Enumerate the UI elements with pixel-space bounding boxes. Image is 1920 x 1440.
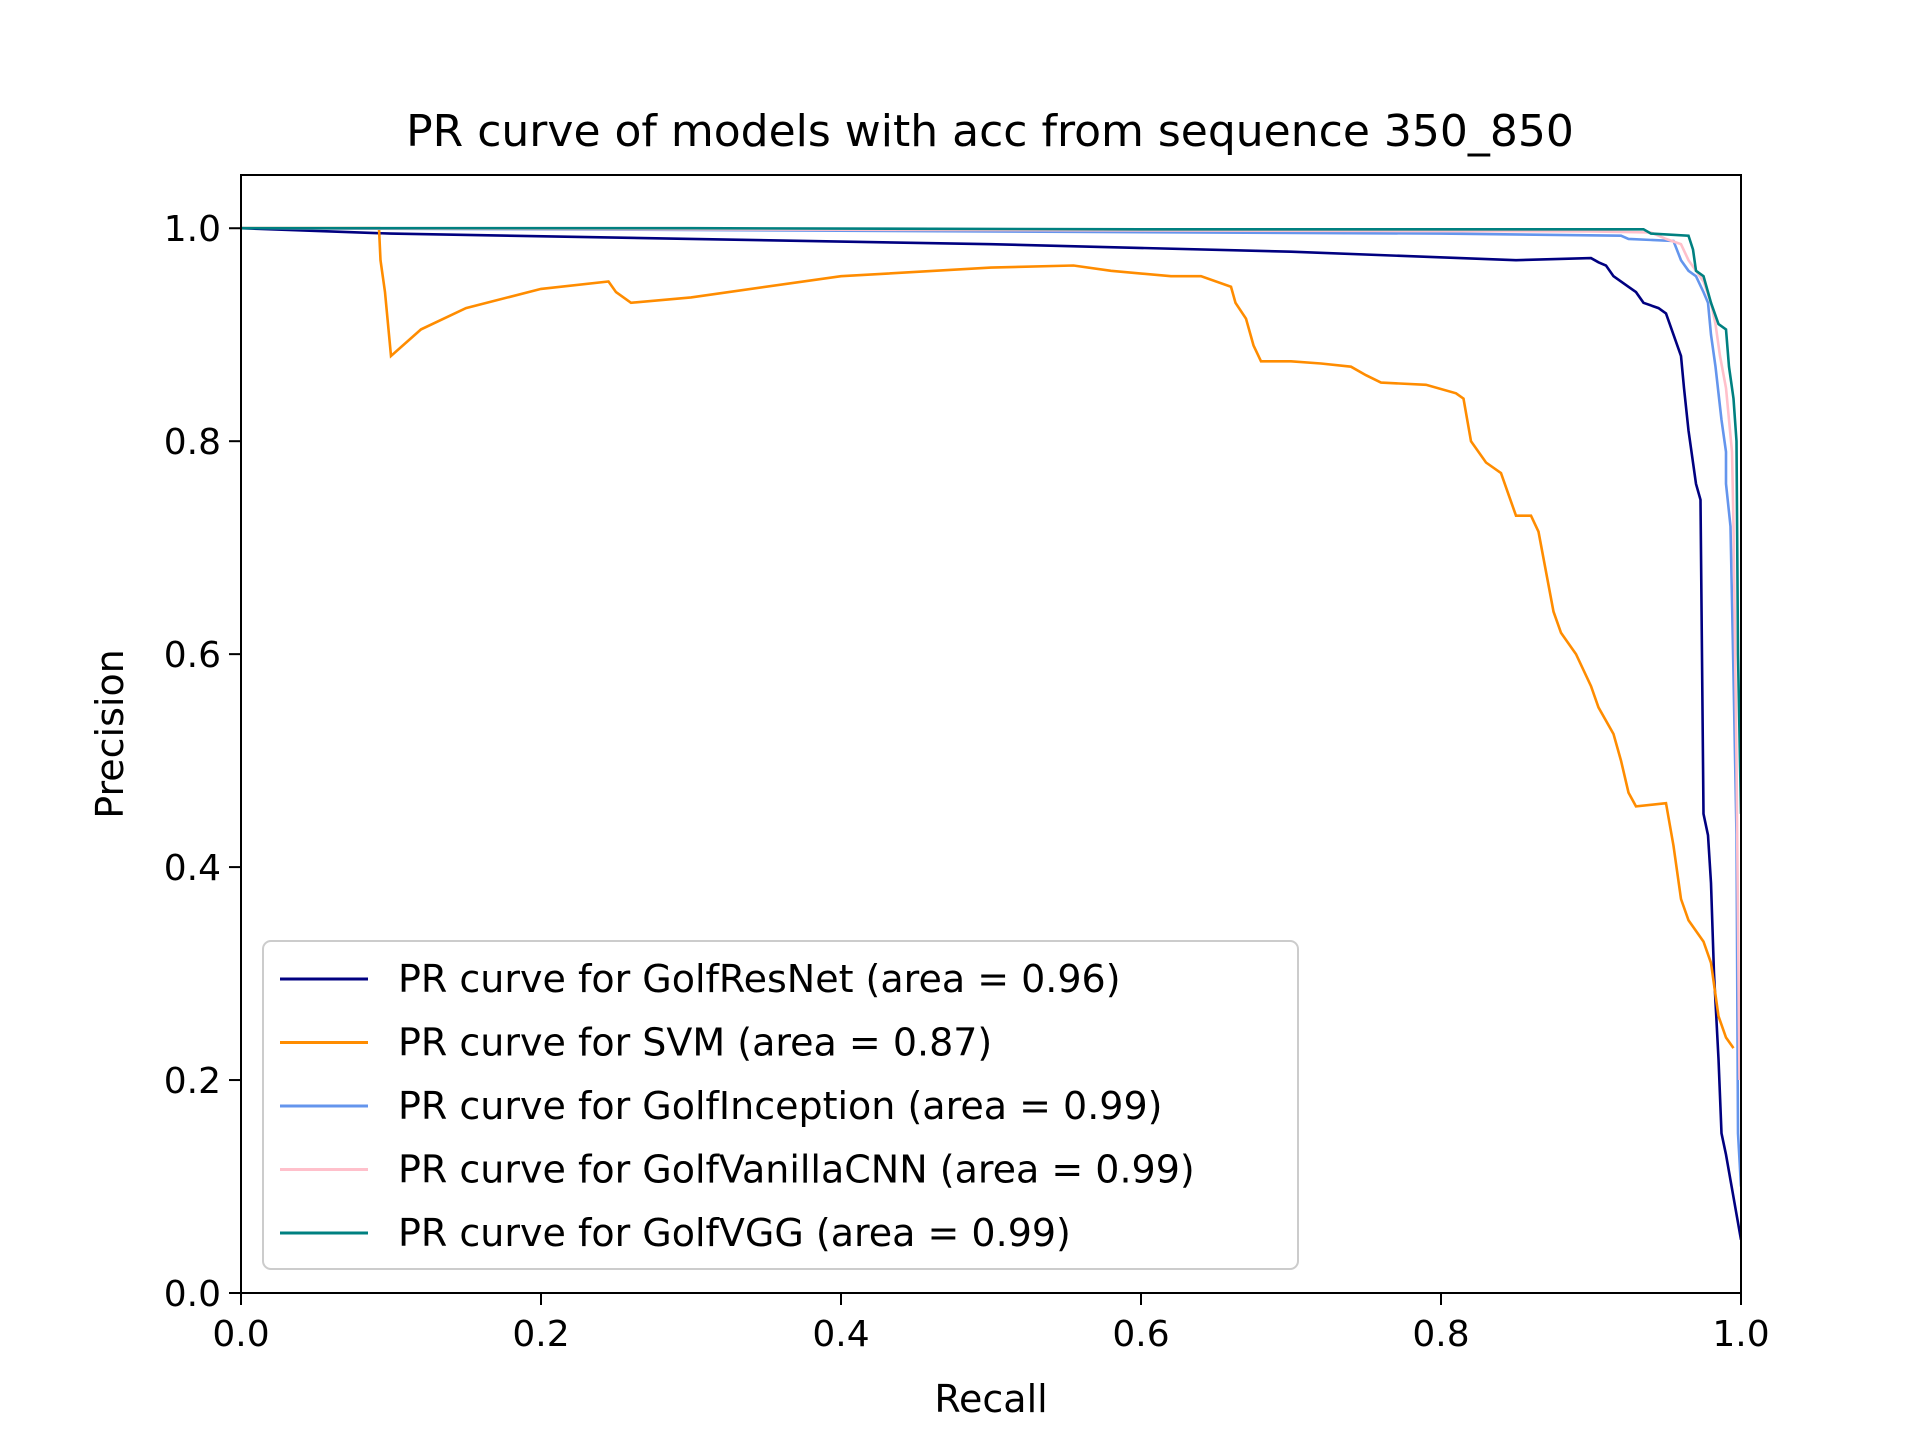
legend-label-3: PR curve for GolfInception (area = 0.99) [398,1084,1162,1128]
x-tick-label-0: 0.0 [212,1314,269,1355]
x-tick-label-2: 0.4 [812,1314,869,1355]
series-line-1 [241,226,1741,1241]
x-tick-label-3: 0.6 [1112,1314,1169,1355]
legend: PR curve for GolfResNet (area = 0.96) PR … [262,940,1299,1270]
series-line-3 [241,226,1741,1187]
y-axis-label: Precision [88,649,132,819]
y-tick-label-4: 0.8 [164,422,221,463]
y-axis-ticks: 0.0 0.2 0.4 0.6 0.8 1.0 [164,209,241,1315]
legend-entries: PR curve for GolfResNet (area = 0.96) PR … [280,957,1195,1255]
x-tick-label-1: 0.2 [512,1314,569,1355]
y-tick-label-1: 0.2 [164,1061,221,1102]
plot-area [240,174,1742,1294]
legend-label-5: PR curve for GolfVGG (area = 0.99) [398,1211,1071,1255]
y-tick-label-5: 1.0 [164,209,221,250]
legend-label-4: PR curve for GolfVanillaCNN (area = 0.99… [398,1148,1195,1192]
x-tick-label-5: 1.0 [1712,1314,1769,1355]
plot-frame [240,174,1742,1294]
series-line-2 [241,226,1735,1049]
series-line-5 [241,226,1741,814]
x-tick-label-4: 0.8 [1412,1314,1469,1355]
legend-label-2: PR curve for SVM (area = 0.87) [398,1021,992,1065]
series-lines [241,226,1741,1241]
legend-box [262,940,1299,1270]
y-tick-label-3: 0.6 [164,635,221,676]
x-axis-ticks: 0.0 0.2 0.4 0.6 0.8 1.0 [212,1293,1770,1355]
y-tick-label-2: 0.4 [164,848,221,889]
chart-title: PR curve of models with acc from sequenc… [406,106,1574,157]
series-line-4 [241,226,1741,1081]
x-axis-label: Recall [934,1377,1047,1421]
y-tick-label-0: 0.0 [164,1274,221,1315]
legend-label-1: PR curve for GolfResNet (area = 0.96) [398,957,1121,1001]
